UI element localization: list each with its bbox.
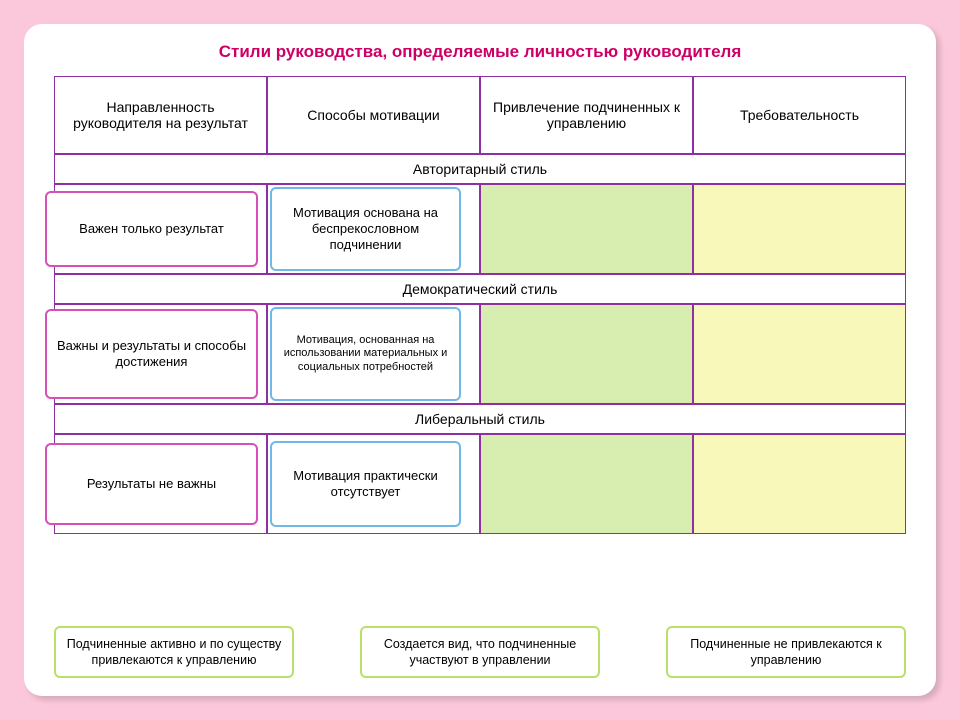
tag-text: Мотивация, основанная на использовании м… bbox=[280, 334, 451, 374]
content-row: Важен только результат Мотивация основан… bbox=[54, 184, 906, 274]
section-label: Авторитарный стиль bbox=[54, 154, 906, 184]
content-cell: Важны и результаты и способы достижения bbox=[54, 304, 267, 404]
bottom-tag: Создается вид, что подчиненные участвуют… bbox=[360, 626, 600, 679]
content-cell: Мотивация, основанная на использовании м… bbox=[267, 304, 480, 404]
content-cell-empty bbox=[693, 304, 906, 404]
content-cell: Мотивация практически отсутствует bbox=[267, 434, 480, 534]
content-cell-empty bbox=[693, 184, 906, 274]
card-title: Стили руководства, определяемые личность… bbox=[24, 24, 936, 72]
tag-motivation: Мотивация практически отсутствует bbox=[270, 441, 461, 527]
tag-result: Результаты не важны bbox=[45, 443, 258, 525]
bottom-tag-text: Подчиненные активно и по существу привле… bbox=[67, 637, 282, 667]
tag-text: Результаты не важны bbox=[87, 476, 216, 492]
header-label: Способы мотивации bbox=[307, 107, 439, 123]
content-row: Результаты не важны Мотивация практическ… bbox=[54, 434, 906, 534]
section-label-text: Авторитарный стиль bbox=[413, 161, 547, 177]
section-label-row: Либеральный стиль bbox=[54, 404, 906, 434]
section-label-text: Демократический стиль bbox=[403, 281, 558, 297]
tag-result: Важны и результаты и способы достижения bbox=[45, 309, 258, 399]
content-cell: Мотивация основана на беспрекословном по… bbox=[267, 184, 480, 274]
tag-text: Мотивация основана на беспрекословном по… bbox=[280, 205, 451, 254]
content-row: Важны и результаты и способы достижения … bbox=[54, 304, 906, 404]
tag-result: Важен только результат bbox=[45, 191, 258, 267]
section-label: Демократический стиль bbox=[54, 274, 906, 304]
header-cell: Требовательность bbox=[693, 76, 906, 154]
tag-text: Мотивация практически отсутствует bbox=[280, 468, 451, 501]
content-cell-empty bbox=[693, 434, 906, 534]
bottom-tags-row: Подчиненные активно и по существу привле… bbox=[54, 626, 906, 679]
content-cell-empty bbox=[480, 304, 693, 404]
bottom-tag-text: Создается вид, что подчиненные участвуют… bbox=[384, 637, 576, 667]
content-cell: Результаты не важны bbox=[54, 434, 267, 534]
tag-motivation: Мотивация, основанная на использовании м… bbox=[270, 307, 461, 401]
content-cell: Важен только результат bbox=[54, 184, 267, 274]
header-label: Привлечение подчиненных к управлению bbox=[487, 99, 686, 131]
header-cell: Привлечение подчиненных к управлению bbox=[480, 76, 693, 154]
section-label: Либеральный стиль bbox=[54, 404, 906, 434]
table-grid: Направленность руководителя на результат… bbox=[54, 76, 906, 534]
header-cell: Направленность руководителя на результат bbox=[54, 76, 267, 154]
content-cell-empty bbox=[480, 434, 693, 534]
tag-text: Важны и результаты и способы достижения bbox=[55, 338, 248, 371]
header-row: Направленность руководителя на результат… bbox=[54, 76, 906, 154]
section-label-text: Либеральный стиль bbox=[415, 411, 545, 427]
section-label-row: Демократический стиль bbox=[54, 274, 906, 304]
bottom-tag-text: Подчиненные не привлекаются к управлению bbox=[690, 637, 882, 667]
bottom-tag: Подчиненные активно и по существу привле… bbox=[54, 626, 294, 679]
content-cell-empty bbox=[480, 184, 693, 274]
tag-text: Важен только результат bbox=[79, 221, 224, 237]
header-label: Направленность руководителя на результат bbox=[61, 99, 260, 131]
bottom-tag: Подчиненные не привлекаются к управлению bbox=[666, 626, 906, 679]
header-cell: Способы мотивации bbox=[267, 76, 480, 154]
section-label-row: Авторитарный стиль bbox=[54, 154, 906, 184]
main-card: Стили руководства, определяемые личность… bbox=[24, 24, 936, 696]
tag-motivation: Мотивация основана на беспрекословном по… bbox=[270, 187, 461, 271]
header-label: Требовательность bbox=[740, 107, 859, 123]
